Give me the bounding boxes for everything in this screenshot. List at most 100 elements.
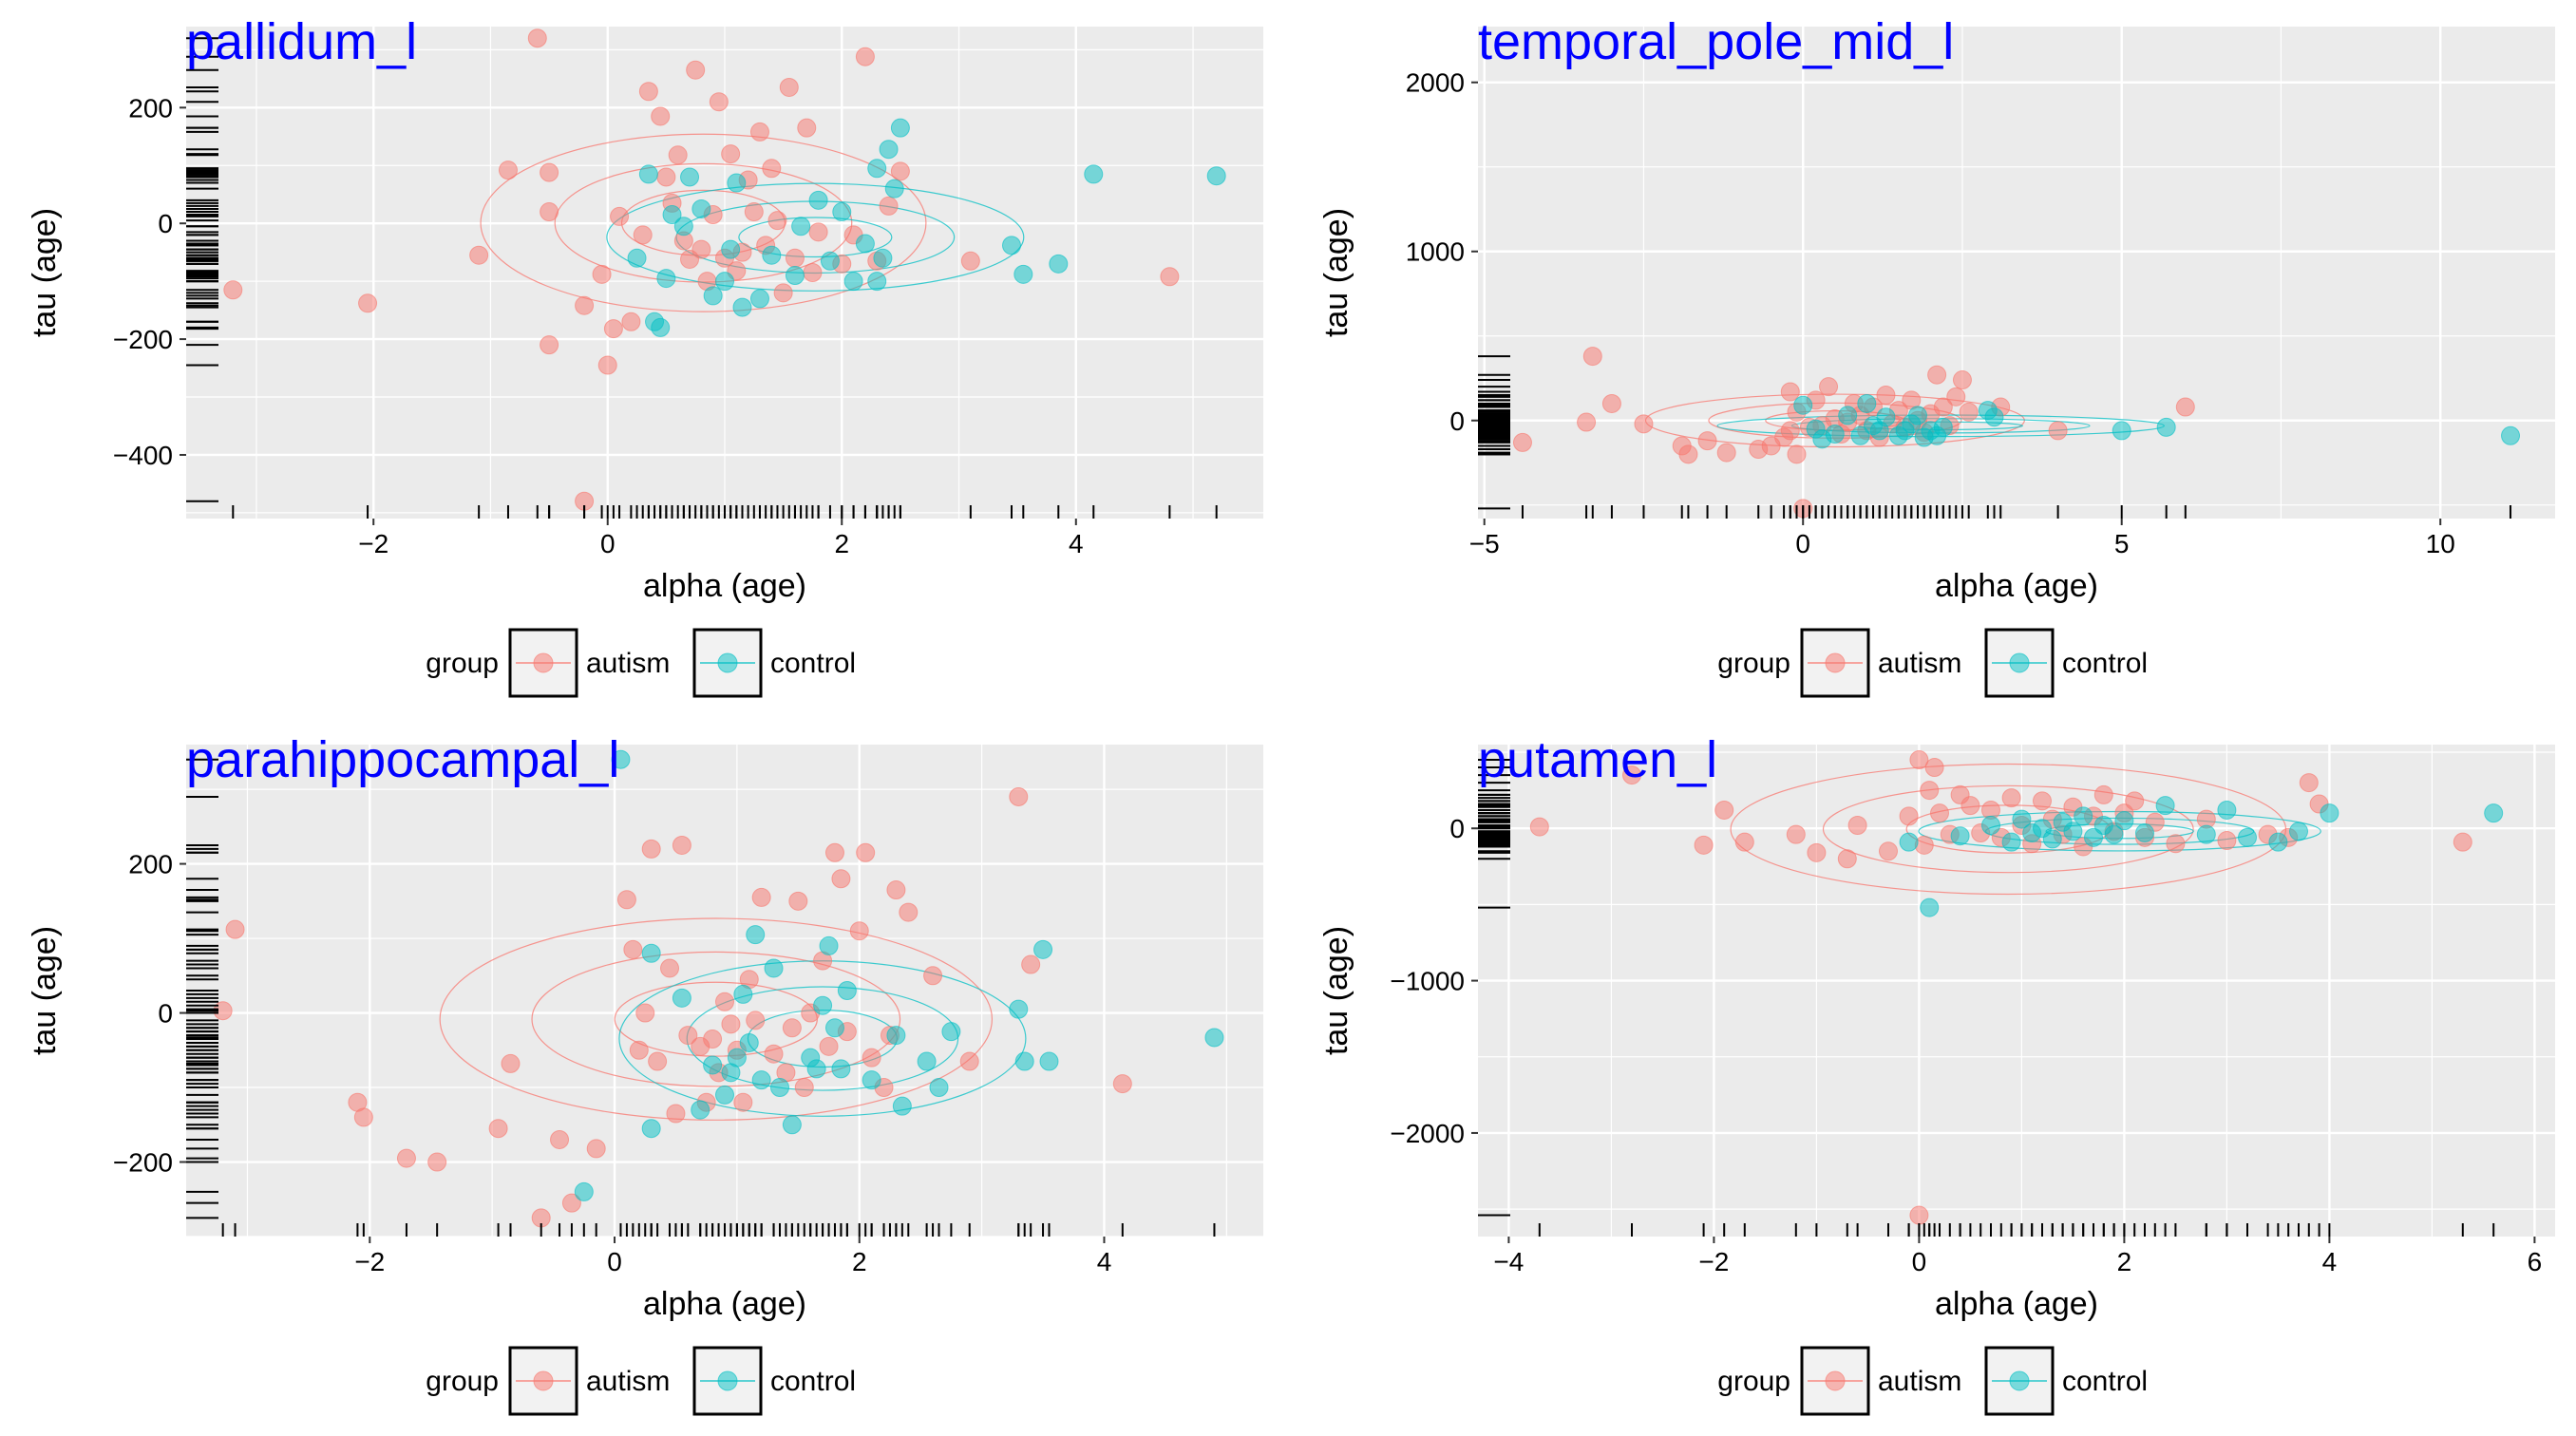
density-contour-control (738, 217, 893, 258)
point-control (884, 179, 904, 198)
point-autism (1960, 796, 1980, 816)
point-autism (797, 118, 817, 138)
y-tick-label: 0 (1449, 814, 1465, 843)
point-control (691, 1100, 710, 1120)
point-autism (2001, 788, 2021, 808)
point-autism (794, 1078, 814, 1098)
point-autism (358, 293, 378, 313)
point-autism (782, 1018, 802, 1038)
point-autism (353, 1107, 373, 1127)
legend-point-autism (1825, 652, 1846, 673)
point-control (1014, 1051, 1034, 1071)
point-control (867, 272, 887, 292)
legend-point-autism (1825, 1370, 1846, 1391)
point-autism (1634, 414, 1654, 434)
point-control (574, 1181, 594, 1201)
point-autism (610, 206, 630, 226)
point-autism (1160, 267, 1180, 287)
point-autism (616, 890, 636, 910)
panel-title: temporal_pole_mid_l (1478, 13, 1954, 70)
legend-title: group (426, 648, 499, 679)
point-autism (819, 1036, 839, 1056)
point-control (611, 749, 631, 769)
point-autism (629, 1040, 649, 1060)
y-tick-label: 1000 (1406, 237, 1465, 267)
point-autism (960, 251, 980, 271)
point-autism (1716, 443, 1736, 463)
legend-title: group (1717, 648, 1790, 679)
marks (223, 28, 1226, 511)
point-control (1850, 425, 1870, 445)
point-autism (1622, 765, 1641, 785)
point-control (941, 1022, 961, 1042)
point-control (638, 164, 658, 184)
point-control (727, 1048, 747, 1068)
point-autism (2093, 784, 2113, 804)
y-axis-title: tau (age) (1318, 926, 1354, 1055)
point-control (2268, 832, 2288, 852)
point-control (751, 1070, 771, 1090)
y-axis-title: tau (age) (1318, 208, 1354, 337)
point-autism (1909, 750, 1929, 770)
point-autism (638, 82, 658, 102)
point-control (1206, 166, 1226, 186)
point-autism (1837, 849, 1857, 869)
point-control (732, 297, 752, 317)
point-control (892, 1096, 912, 1116)
point-autism (633, 225, 653, 245)
point-autism (779, 77, 799, 97)
point-autism (1112, 1074, 1132, 1094)
point-autism (733, 1092, 753, 1112)
point-autism (751, 887, 771, 907)
point-autism (1847, 815, 1867, 835)
point-autism (1780, 382, 1800, 402)
point-control (673, 217, 693, 236)
point-control (879, 140, 899, 160)
point-control (1084, 164, 1104, 184)
point-autism (788, 891, 808, 911)
x-tick-label: 0 (600, 529, 616, 558)
point-control (2289, 822, 2308, 841)
point-autism (396, 1148, 416, 1168)
point-autism (586, 1139, 606, 1159)
point-control (1857, 393, 1877, 413)
point-autism (597, 355, 617, 375)
y-tick-label: 0 (158, 209, 173, 238)
point-autism (603, 319, 623, 339)
point-control (1838, 406, 1858, 425)
point-control (831, 1059, 851, 1079)
point-control (641, 943, 661, 963)
point-control (1013, 264, 1033, 284)
x-axis-title: alpha (age) (643, 568, 806, 604)
point-autism (691, 239, 711, 259)
point-autism (1786, 824, 1806, 844)
point-control (2320, 803, 2339, 823)
point-autism (540, 335, 559, 355)
marks (1512, 347, 2521, 519)
legend-point-autism (533, 1370, 554, 1391)
point-autism (427, 1152, 447, 1172)
point-autism (223, 280, 243, 300)
point-autism (666, 1104, 686, 1124)
point-autism (1920, 781, 1940, 801)
point-autism (709, 92, 729, 112)
point-control (2012, 809, 2032, 829)
point-autism (660, 958, 680, 978)
point-control (791, 217, 811, 236)
point-control (746, 925, 766, 945)
x-tick-label: 0 (1912, 1247, 1927, 1276)
point-autism (803, 263, 823, 282)
point-control (886, 1026, 906, 1046)
x-tick-label: 4 (2322, 1247, 2338, 1276)
point-autism (635, 1003, 655, 1023)
density-contour-autism (439, 917, 994, 1121)
point-control (813, 995, 833, 1015)
point-autism (764, 1044, 784, 1064)
point-control (2084, 827, 2103, 847)
point-control (680, 167, 700, 187)
point-control (651, 317, 671, 337)
panel-title: parahippocampal_l (186, 731, 619, 788)
point-autism (1924, 758, 1944, 778)
point-autism (469, 245, 489, 265)
